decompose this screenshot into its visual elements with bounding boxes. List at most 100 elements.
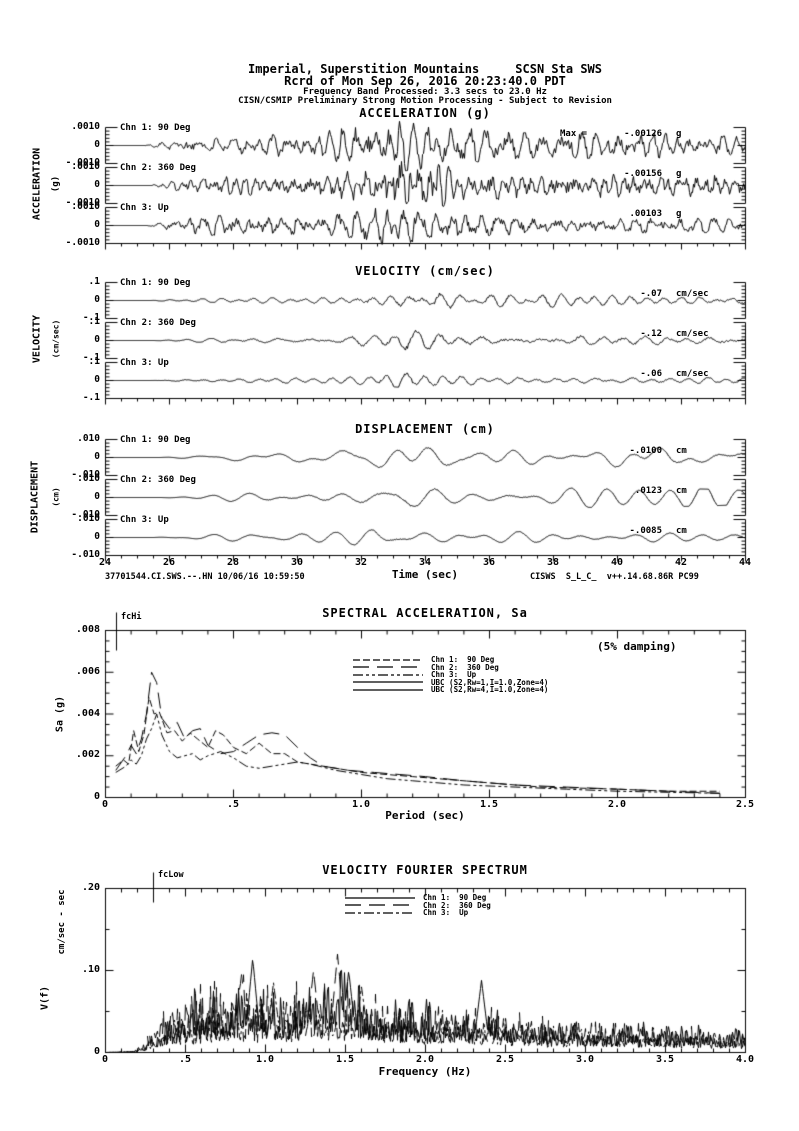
max-unit: cm/sec	[676, 329, 709, 339]
sa-legend-chn1: Chn 1: 90 Deg	[431, 655, 495, 664]
y-tick-label: -.0010	[65, 237, 100, 248]
y-tick-label: 0	[94, 374, 100, 385]
sa-y-tick-label: .008	[75, 624, 100, 635]
max-unit: cm	[676, 486, 687, 496]
sa-legend-row: UBC (S2,Rw=4,I=1.0,Zone=4)	[353, 685, 548, 694]
time-tick-label: 38	[546, 557, 560, 568]
max-unit: g	[676, 129, 682, 139]
fourier-y-tick-label: .20	[81, 882, 100, 893]
record-id-footer: 37701544.CI.SWS.--.HN 10/06/16 10:59:50	[105, 572, 305, 582]
fourier-x-tick-label: 0	[101, 1054, 109, 1065]
sa-legend-row: Chn 1: 90 Deg	[353, 655, 494, 664]
max-unit: g	[676, 209, 682, 219]
period-axis-caption: Period (sec)	[385, 809, 465, 822]
max-value: -.00156	[624, 169, 662, 179]
y-tick-label: -.1	[82, 312, 100, 323]
processing-version-footer: CISWS S_L_C_ v++.14.68.86R PC99	[530, 572, 699, 582]
velocity-axis-label: VELOCITY	[31, 314, 43, 364]
time-tick-label: 26	[162, 557, 176, 568]
fourier-x-tick-label: 2.5	[495, 1054, 515, 1065]
time-tick-label: 28	[226, 557, 240, 568]
fchi-annotation: fcHi	[121, 612, 142, 622]
channel-label: Chn 1: 90 Deg	[120, 435, 191, 445]
displacement-title: DISPLACEMENT (cm)	[355, 422, 495, 436]
spectral-acceleration-title: SPECTRAL ACCELERATION, Sa	[322, 606, 528, 620]
frequency-band-note: Frequency Band Processed: 3.3 secs to 23…	[303, 87, 547, 97]
velocity-title: VELOCITY (cm/sec)	[355, 264, 495, 278]
max-unit: cm/sec	[676, 369, 709, 379]
time-tick-label: 44	[738, 557, 752, 568]
sa-legend-row: Chn 3: Up	[353, 670, 476, 679]
sa-x-tick-label: 2.5	[735, 799, 755, 810]
time-tick-label: 40	[610, 557, 624, 568]
y-tick-label: .1	[88, 276, 100, 287]
sa-legend-row: UBC (S2,Rw=1,I=1.0,Zone=4)	[353, 678, 548, 687]
max-unit: g	[676, 169, 682, 179]
max-unit: cm	[676, 526, 687, 536]
fourier-x-tick-label: 4.0	[735, 1054, 755, 1065]
fourier-legend-chn2: Chn 2: 360 Deg	[423, 900, 491, 910]
channel-label: Chn 2: 360 Deg	[120, 163, 196, 173]
max-value: -.07	[640, 289, 662, 299]
time-axis-caption: Time (sec)	[391, 568, 459, 581]
displacement-axis-label: DISPLACEMENT	[29, 460, 41, 534]
sa-legend-chn3: Chn 3: Up	[431, 670, 477, 679]
y-tick-label: .1	[88, 316, 100, 327]
sa-x-tick-label: 1.0	[351, 799, 371, 810]
channel-label: Chn 3: Up	[120, 203, 169, 213]
y-tick-label: -.0010	[65, 157, 100, 168]
y-tick-label: 0	[94, 531, 100, 542]
y-tick-label: -.010	[71, 469, 100, 480]
max-value: .00103	[629, 209, 662, 219]
fourier-legend-chn1: Chn 1: 90 Deg	[423, 893, 487, 902]
y-tick-label: 0	[94, 179, 100, 190]
y-tick-label: .0010	[71, 161, 100, 172]
sa-x-tick-label: 0	[101, 799, 109, 810]
fourier-x-tick-label: 1.0	[255, 1054, 275, 1065]
channel-label: Chn 2: 360 Deg	[120, 475, 196, 485]
max-prefix: Max =	[560, 129, 588, 139]
record-datetime: Rcrd of Mon Sep 26, 2016 20:23:40.0 PDT	[284, 74, 566, 88]
time-tick-label: 32	[354, 557, 368, 568]
y-tick-label: .0010	[71, 121, 100, 132]
max-value: -.0100	[629, 446, 662, 456]
acceleration-axis-label: ACCELERATION	[31, 147, 43, 221]
y-tick-label: -.1	[82, 352, 100, 363]
y-tick-label: .010	[77, 513, 100, 524]
y-tick-label: 0	[94, 334, 100, 345]
fourier-axis-label: V(f)	[39, 985, 51, 1011]
y-tick-label: 0	[94, 491, 100, 502]
damping-note: (5% damping)	[597, 640, 677, 653]
y-tick-label: 0	[94, 139, 100, 150]
sa-y-tick-label: .004	[75, 707, 100, 719]
time-tick-label: 30	[290, 557, 304, 568]
max-value: -.06	[640, 369, 662, 379]
fourier-axis-units: cm/sec - sec	[57, 889, 67, 955]
y-tick-label: 0	[94, 451, 100, 462]
fclow-annotation: fcLow	[158, 870, 184, 880]
report-title: Imperial, Superstition Mountains SCSN St…	[247, 62, 602, 76]
channel-label: Chn 1: 90 Deg	[120, 123, 191, 133]
y-tick-label: -.0010	[65, 197, 100, 208]
channel-label: Chn 2: 360 Deg	[120, 318, 196, 328]
y-tick-label: .1	[88, 356, 100, 367]
sa-x-tick-label: 2.0	[607, 799, 627, 810]
fourier-x-tick-label: 3.5	[655, 1054, 675, 1065]
max-value: -.00126	[624, 129, 662, 139]
acceleration-title: ACCELERATION (g)	[359, 106, 491, 120]
y-tick-label: .0010	[71, 201, 100, 212]
fourier-x-tick-label: 1.5	[335, 1054, 355, 1065]
fourier-x-tick-label: .5	[178, 1054, 192, 1065]
channel-label: Chn 3: Up	[120, 515, 169, 525]
fourier-y-tick-label: 0	[93, 1046, 100, 1057]
time-tick-label: 36	[482, 557, 496, 568]
y-tick-label: .010	[77, 473, 100, 484]
sa-y-tick-label: .006	[75, 665, 100, 677]
fourier-legend-chn3: Chn 3: Up	[423, 908, 469, 917]
processing-note: CISN/CSMIP Preliminary Strong Motion Pro…	[238, 96, 612, 106]
time-tick-label: 42	[674, 557, 688, 568]
frequency-axis-caption: Frequency (Hz)	[378, 1065, 472, 1078]
max-value: -.12	[640, 329, 662, 339]
sa-legend-ubc1: UBC (S2,Rw=1,I=1.0,Zone=4)	[431, 677, 549, 687]
